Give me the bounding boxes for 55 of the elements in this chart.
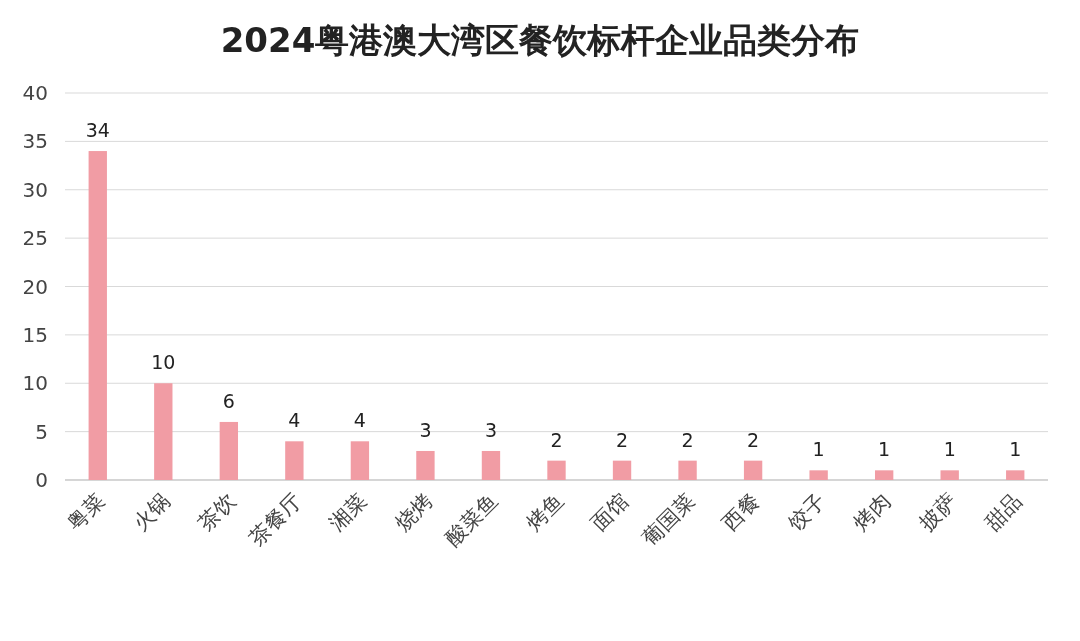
data-label: 2 xyxy=(747,428,760,451)
x-tick-label: 饺子 xyxy=(782,488,831,536)
y-tick-label: 25 xyxy=(22,226,48,251)
chart-title: 2024粤港澳大湾区餐饮标杆企业品类分布 xyxy=(220,20,860,60)
bar xyxy=(416,450,435,480)
data-label: 4 xyxy=(288,409,301,432)
data-label: 34 xyxy=(85,119,110,142)
bar xyxy=(481,450,501,480)
x-tick-label: 烤鱼 xyxy=(521,488,569,536)
x-tick-label: 茶饮 xyxy=(193,488,241,536)
x-tick-label: 酸菜鱼 xyxy=(440,488,503,551)
bar xyxy=(612,460,632,480)
x-tick-label: 面馆 xyxy=(586,488,634,536)
bar xyxy=(743,460,763,480)
data-label: 1 xyxy=(878,438,891,461)
data-label: 10 xyxy=(151,351,176,374)
bar xyxy=(285,441,304,480)
bar xyxy=(350,441,370,480)
y-tick-label: 40 xyxy=(22,81,48,105)
y-tick-label: 5 xyxy=(35,419,48,444)
x-tick-label: 火锅 xyxy=(128,488,175,536)
x-tick-label: 茶餐厅 xyxy=(244,488,306,551)
data-label: 2 xyxy=(550,428,563,451)
y-tick-label: 0 xyxy=(35,468,48,492)
data-label: 4 xyxy=(353,409,366,432)
x-tick-label: 葡国菜 xyxy=(637,488,700,551)
x-tick-label: 烧烤 xyxy=(390,488,437,536)
bar xyxy=(88,151,107,480)
bar xyxy=(940,470,959,480)
data-label: 1 xyxy=(812,438,825,461)
y-tick-label: 30 xyxy=(22,177,48,202)
bar xyxy=(547,460,566,480)
x-tick-label: 湘菜 xyxy=(324,488,372,536)
y-tick-label: 35 xyxy=(22,129,48,154)
data-label: 3 xyxy=(484,418,498,441)
x-tick-label: 西餐 xyxy=(717,488,765,536)
x-tick-label: 烤肉 xyxy=(849,488,896,536)
y-tick-label: 10 xyxy=(22,371,48,396)
bar xyxy=(874,470,894,480)
x-tick-label: 披萨 xyxy=(914,488,962,536)
data-label: 1 xyxy=(943,438,956,461)
bar xyxy=(809,470,828,480)
y-tick-label: 15 xyxy=(22,322,48,347)
y-tick-label: 20 xyxy=(22,274,48,299)
data-label: 2 xyxy=(681,428,694,451)
data-label: 2 xyxy=(615,428,629,451)
bar xyxy=(678,460,697,480)
data-label: 3 xyxy=(419,418,432,441)
bar xyxy=(1006,470,1025,480)
x-tick-label: 粤菜 xyxy=(62,488,110,536)
data-label: 6 xyxy=(222,389,235,412)
data-label: 1 xyxy=(1009,438,1022,461)
bar xyxy=(219,421,239,480)
x-tick-label: 甜品 xyxy=(980,488,1027,536)
bar xyxy=(154,383,173,480)
